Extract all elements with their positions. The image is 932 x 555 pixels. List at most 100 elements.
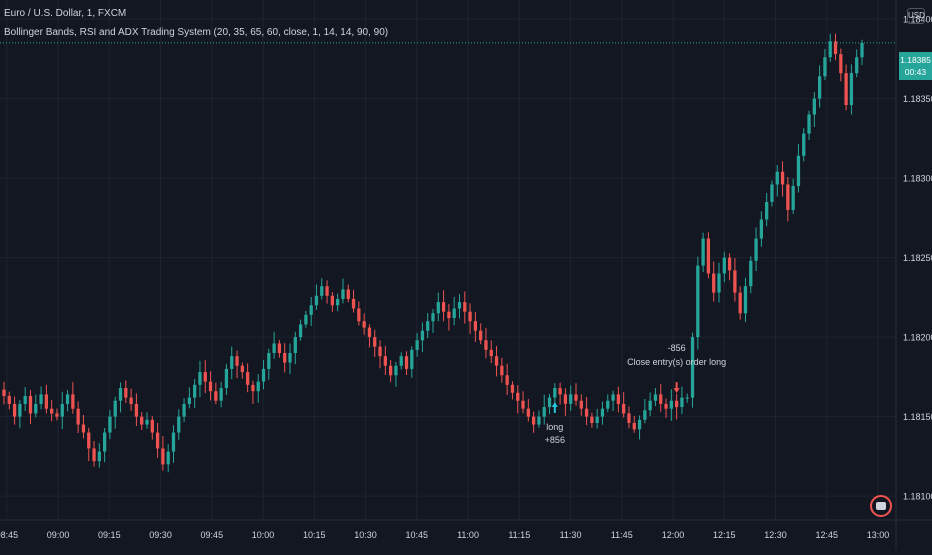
candle-body [727, 257, 732, 271]
last-price-value: 1.18385 [900, 55, 931, 65]
candle-body [648, 400, 652, 411]
close-exit-qty: -856 [668, 343, 686, 353]
candle-body [590, 416, 594, 423]
candle-body [606, 400, 610, 409]
candle-body [823, 57, 827, 77]
candle-body [256, 381, 260, 392]
candle-body [92, 448, 96, 462]
candle-body [833, 41, 838, 55]
candle-body [426, 321, 430, 331]
indicator-legend[interactable]: Bollinger Bands, RSI and ADX Trading Sys… [4, 27, 389, 38]
candle-body [208, 381, 213, 392]
candle-body [410, 349, 414, 369]
time-tick-label: 11:45 [611, 530, 633, 540]
candle-body [855, 57, 859, 74]
symbol-title[interactable]: Euro / U.S. Dollar, 1, FXCM [4, 8, 127, 19]
candle-body [124, 388, 128, 398]
candle-body [717, 273, 721, 293]
time-tick-label: 09:00 [47, 530, 70, 540]
candle-body [860, 42, 864, 58]
candle-body [553, 388, 557, 398]
price-axis[interactable]: 1.18400 1.18350 1.18300 1.18250 1.18200 1.181… [903, 15, 932, 502]
candle-body [473, 321, 478, 331]
candle-body [224, 368, 229, 389]
candle-body [81, 424, 86, 433]
candle-body [298, 324, 303, 338]
time-axis[interactable]: 08:45 09:00 09:15 09:30 09:45 10:00 10:15 10:30… [0, 530, 889, 540]
candle-body [240, 365, 244, 373]
candle-body [828, 41, 832, 58]
candle-body [584, 408, 589, 417]
candle-body [431, 313, 435, 322]
price-tick-label: 1.18350 [903, 94, 932, 104]
candle-body [320, 286, 324, 296]
candle-body [770, 184, 774, 202]
candle-body [362, 321, 366, 328]
candle-body [150, 419, 154, 433]
candle-body [505, 375, 509, 385]
candle-body [341, 289, 345, 299]
candle-body [378, 346, 382, 357]
candle-body [97, 451, 101, 462]
candle-body [696, 265, 700, 338]
time-tick-label: 08:45 [0, 530, 18, 540]
candle-body [849, 73, 854, 105]
candle-body [102, 432, 107, 452]
candle-body [436, 302, 440, 314]
candle-body [367, 327, 372, 338]
candle-body [786, 184, 790, 210]
time-tick-label: 10:45 [406, 530, 429, 540]
candle-body [288, 353, 292, 363]
candle-body [531, 416, 536, 425]
candle-body [457, 302, 462, 309]
candle-body [706, 238, 711, 274]
candle-body [664, 403, 668, 409]
candle-body [807, 114, 811, 134]
price-tick-label: 1.18250 [903, 253, 932, 263]
candle-body [674, 400, 679, 408]
candle-body [18, 403, 22, 417]
candle-body [659, 394, 663, 404]
candle-body [415, 340, 419, 350]
candle-body [336, 298, 340, 306]
time-tick-label: 12:45 [815, 530, 838, 540]
candle-body [34, 403, 38, 414]
candle-body [516, 392, 520, 401]
candle-body [643, 410, 647, 420]
candle-body [214, 391, 218, 401]
candle-body [394, 365, 398, 376]
candle-body [272, 343, 276, 354]
candle-body [140, 416, 144, 425]
time-tick-label: 12:00 [662, 530, 685, 540]
candle-body [203, 372, 207, 382]
candle-body [680, 397, 684, 408]
price-tick-label: 1.18100 [903, 492, 932, 502]
currency-button[interactable]: USD [907, 8, 925, 24]
candle-body [611, 394, 615, 401]
candle-body [754, 238, 758, 261]
candle-body [542, 407, 546, 417]
time-tick-label: 11:30 [560, 530, 582, 540]
candle-body [261, 368, 266, 382]
candle-body [145, 419, 149, 425]
candle-body [447, 311, 451, 319]
candle-body [193, 384, 197, 398]
candle-body [155, 432, 160, 449]
candle-body [118, 388, 123, 401]
candle-body [113, 400, 117, 417]
candle-body [722, 257, 726, 274]
candle-body [749, 260, 753, 287]
candle-body [12, 403, 17, 417]
candle-body [71, 394, 75, 409]
candle-body [187, 397, 192, 404]
candle-body [791, 186, 795, 210]
time-tick-label: 13:00 [867, 530, 890, 540]
candle-body [759, 219, 764, 239]
time-tick-label: 12:15 [713, 530, 736, 540]
candle-body [39, 394, 43, 404]
price-tick-label: 1.18150 [903, 412, 932, 422]
candle-body [632, 422, 636, 430]
tradingview-logo[interactable] [870, 495, 892, 517]
